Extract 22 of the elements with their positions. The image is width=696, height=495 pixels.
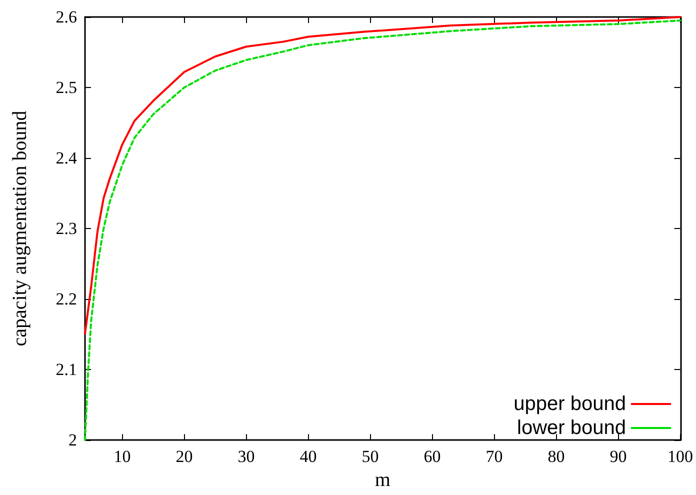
y-tick-label: 2 xyxy=(68,430,77,450)
x-axis-title: m xyxy=(374,469,391,491)
x-tick-label: 80 xyxy=(548,447,565,466)
x-tick-label: 10 xyxy=(114,447,131,466)
legend-label: upper bound xyxy=(514,393,626,415)
y-tick-label: 2.4 xyxy=(56,148,78,168)
x-tick-label: 70 xyxy=(486,447,503,466)
y-tick-label: 2.3 xyxy=(56,219,77,238)
x-tick-label: 40 xyxy=(300,447,317,466)
y-axis-title: capacity augmentation bound xyxy=(9,110,31,346)
x-tick-label: 30 xyxy=(238,447,255,466)
x-tick-label: 90 xyxy=(610,447,627,466)
legend-label: lower bound xyxy=(517,417,626,439)
y-tick-label: 2.5 xyxy=(56,78,77,98)
y-tick-label: 2.1 xyxy=(56,360,77,380)
x-tick-label: 20 xyxy=(176,447,193,466)
x-tick-label: 50 xyxy=(362,447,379,466)
y-tick-label: 2.2 xyxy=(56,290,77,309)
line-series xyxy=(84,20,682,442)
x-tick-label: 60 xyxy=(424,447,441,466)
x-tick-label: 100 xyxy=(668,447,693,466)
y-tick-label: 2.6 xyxy=(56,8,77,26)
